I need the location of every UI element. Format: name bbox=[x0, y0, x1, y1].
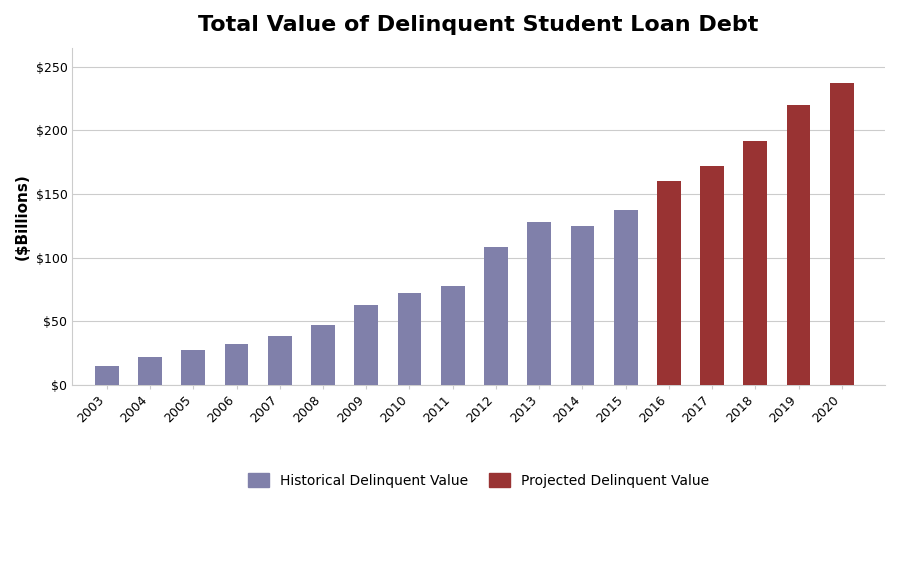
Bar bbox=[571, 226, 594, 385]
Bar bbox=[268, 336, 292, 385]
Bar bbox=[225, 344, 248, 385]
Bar bbox=[484, 247, 508, 385]
Legend: Historical Delinquent Value, Projected Delinquent Value: Historical Delinquent Value, Projected D… bbox=[241, 466, 716, 495]
Bar bbox=[657, 181, 680, 385]
Bar bbox=[787, 105, 810, 385]
Bar bbox=[139, 357, 162, 385]
Bar bbox=[441, 285, 464, 385]
Y-axis label: ($Billions): ($Billions) bbox=[15, 173, 30, 260]
Bar bbox=[95, 365, 119, 385]
Bar bbox=[830, 84, 854, 385]
Title: Total Value of Delinquent Student Loan Debt: Total Value of Delinquent Student Loan D… bbox=[199, 15, 759, 35]
Bar bbox=[398, 293, 421, 385]
Bar bbox=[355, 304, 378, 385]
Bar bbox=[743, 140, 767, 385]
Bar bbox=[182, 350, 205, 385]
Bar bbox=[700, 166, 724, 385]
Bar bbox=[614, 211, 637, 385]
Bar bbox=[311, 325, 335, 385]
Bar bbox=[527, 222, 551, 385]
